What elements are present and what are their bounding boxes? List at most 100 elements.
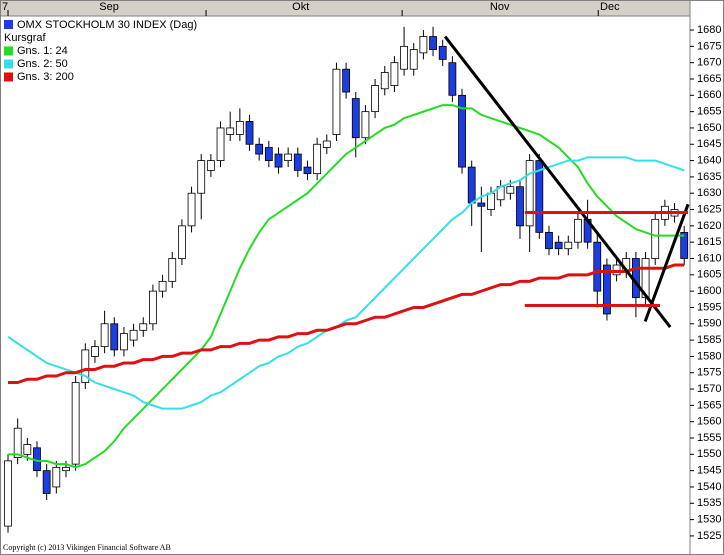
y-tick-label: 1620 [697,220,721,232]
candle-body [274,153,283,168]
candle-body [593,241,602,292]
candle-body [313,143,322,175]
candle-body [120,333,128,351]
y-tick-label: 1545 [697,465,721,477]
y-tick-label: 1655 [697,106,721,118]
x-tick-label: Sep [99,1,119,13]
candle-body [458,94,466,168]
plot [4,26,690,533]
candle-body [516,186,524,227]
candle-body [603,264,611,315]
candle-body [400,45,408,70]
candle-body [187,192,196,227]
candle-body [149,290,157,325]
y-tick-label: 1680 [697,24,721,36]
legend-label: Gns. 2: 50 [17,58,68,70]
candle-body [487,192,495,210]
candle-body [226,127,235,135]
candle-body [680,231,689,259]
candle-body [235,121,244,135]
candle-body [293,153,302,171]
candle-body [332,68,341,135]
candle-body [448,62,457,96]
candle-body [52,466,61,488]
candle-body [506,186,515,194]
candle-body [71,382,80,465]
y-tick-label: 1595 [697,301,721,313]
candle-body [284,153,293,161]
y-tick-label: 1670 [697,57,721,69]
legend: OMX STOCKHOLM 30 INDEX (Dag) Kursgraf [4,19,197,44]
candle-body [322,140,331,148]
y-tick-label: 1610 [697,252,721,264]
candle-body [139,323,148,331]
candle-body [110,323,119,351]
x-tick-label: 7 [2,1,8,13]
x-tick-label: Okt [292,1,309,13]
legend-title: OMX STOCKHOLM 30 INDEX (Dag) [17,19,197,31]
y-tick-label: 1585 [697,334,721,346]
ma-line [7,156,685,410]
candle-body [409,49,418,70]
candle-body [206,160,215,171]
y-tick-label: 1650 [697,122,721,134]
candle-body [351,98,360,139]
y-tick-label: 1645 [697,138,721,150]
y-tick-label: 1560 [697,416,721,428]
candle-body [13,427,22,458]
candle-body [264,147,273,161]
candle-body [545,231,553,250]
footer: Copyright (c) 2013 Vikingen Financial So… [3,543,171,552]
candle-body [390,62,399,86]
candle-body [91,346,99,357]
legend-swatch [4,59,13,69]
legend-swatch [4,20,13,29]
y-tick-label: 1575 [697,367,721,379]
candle-body [303,166,312,175]
candle-body [168,258,177,282]
ma-line [8,263,685,385]
candle-body [612,264,621,276]
y-tick-label: 1590 [697,318,721,330]
y-tick-label: 1530 [697,514,721,526]
candle-body [535,160,544,233]
candle-body [438,45,447,60]
candle-body [342,68,351,93]
legend-label: Gns. 3: 200 [17,71,74,83]
y-tick-label: 1525 [697,530,721,542]
y-tick-label: 1665 [697,73,721,85]
candle-body [62,466,70,472]
y-tick-label: 1605 [697,269,721,281]
candle-body [361,111,370,139]
time-axis-strip [0,0,690,16]
y-tick-label: 1615 [697,236,721,248]
x-tick-label: Nov [490,1,510,13]
y-tick-label: 1540 [697,481,721,493]
y-tick-label: 1640 [697,154,721,166]
y-tick-label: 1635 [697,171,721,183]
candle-body [525,160,534,227]
y-tick-label: 1660 [697,89,721,101]
legend-swatch [4,72,13,82]
candle-body [651,218,660,259]
candle-body [42,470,51,494]
y-tick-label: 1625 [697,203,721,215]
x-tick-label: Dec [600,1,620,13]
candle-body [380,72,389,90]
trend-line [443,35,672,328]
y-tick-label: 1570 [697,383,721,395]
y-tick-label: 1535 [697,497,721,509]
y-tick-label: 1565 [697,399,721,411]
candle-body [429,36,437,51]
candle-body [245,121,254,145]
legend-label: Gns. 1: 24 [17,45,68,57]
candle-body [419,36,428,54]
candle-body [564,241,573,250]
candle-body [216,127,225,161]
candle-body [81,349,90,383]
candle-body [129,329,138,341]
y-tick-label: 1630 [697,187,721,199]
candle-body [554,241,563,250]
